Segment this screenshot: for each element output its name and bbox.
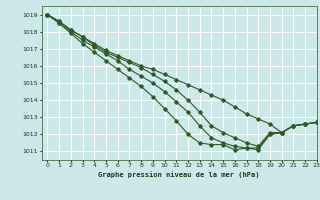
X-axis label: Graphe pression niveau de la mer (hPa): Graphe pression niveau de la mer (hPa) (99, 171, 260, 178)
